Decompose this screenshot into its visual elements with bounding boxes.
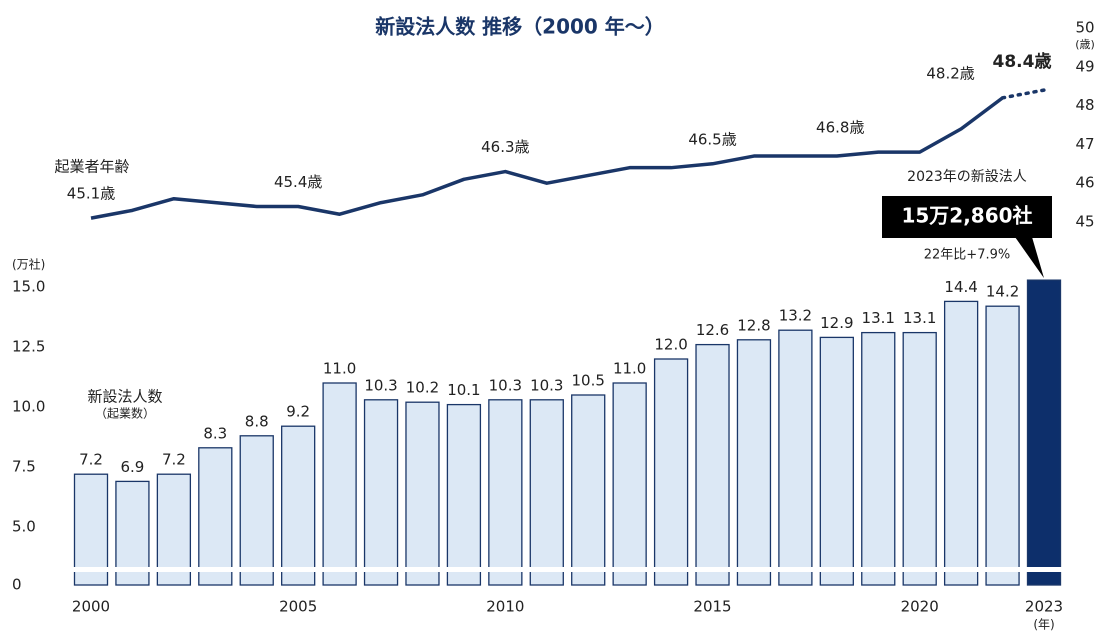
- bar: [861, 331, 896, 586]
- bar-value-label: 10.2: [406, 379, 439, 397]
- bar-value-label: 10.1: [447, 381, 480, 399]
- bar-value-label: 12.6: [696, 321, 729, 339]
- y2-tick-label: 50: [1075, 19, 1094, 37]
- x-tick-label: 2015: [693, 598, 731, 616]
- x-axis-label: (年): [1033, 618, 1054, 632]
- line-dotted: [1000, 88, 1046, 100]
- line-value-label: 46.5歳: [688, 130, 736, 148]
- y-tick-label: 0: [12, 576, 22, 594]
- y2-tick-label: 48: [1075, 96, 1094, 114]
- bar: [156, 473, 192, 586]
- line-value-label: 45.1歳: [67, 185, 115, 203]
- line-series-name: 起業者年齢: [54, 158, 129, 176]
- bar-value-label: 14.2: [986, 283, 1019, 301]
- y-tick-label: 12.5: [12, 338, 45, 356]
- y2-tick-label: 45: [1075, 213, 1094, 231]
- bar-value-label: 7.2: [162, 451, 186, 469]
- bar-value-label: 10.5: [572, 372, 605, 390]
- bar-value-label: 7.2: [79, 451, 103, 469]
- y-tick-label: 5.0: [12, 518, 36, 536]
- bar-value-label: 13.1: [862, 309, 895, 327]
- bar: [239, 435, 274, 586]
- bar: [363, 399, 399, 586]
- axis-break: [72, 567, 1063, 572]
- bar: [653, 358, 689, 586]
- annotation-text: 22年比+7.9%: [924, 248, 1010, 263]
- bar: [612, 382, 647, 586]
- bar: [281, 425, 316, 586]
- line-value-label: 48.4歳: [993, 51, 1052, 72]
- x-tick-label: 2000: [72, 598, 110, 616]
- bar: [73, 473, 109, 586]
- bar-value-label: 13.2: [779, 307, 812, 325]
- bar-value-label: 12.0: [654, 336, 687, 354]
- x-tick-label: 2010: [486, 598, 524, 616]
- bar-value-label: 13.1: [903, 309, 936, 327]
- bar-value-label: 12.8: [737, 316, 770, 334]
- callout-pointer: [1015, 237, 1044, 279]
- bar: [405, 401, 440, 586]
- y-tick-label: 15.0: [12, 278, 45, 296]
- bar-value-label: 11.0: [613, 360, 646, 378]
- bar-value-label: 9.2: [286, 403, 310, 421]
- y-tick-label: 7.5: [12, 458, 36, 476]
- bar-series-name: 新設法人数: [87, 388, 162, 406]
- y2-tick-label: 47: [1075, 135, 1094, 153]
- callout-value: 15万2,860社: [901, 204, 1032, 228]
- bar: [198, 447, 233, 586]
- bar-value-label: 14.4: [944, 278, 977, 296]
- bar: [985, 305, 1020, 586]
- bar: [819, 336, 854, 586]
- line: [90, 96, 1004, 220]
- bar: [322, 382, 357, 586]
- chart-title: 新設法人数 推移（2000 年～）: [375, 15, 665, 39]
- bar: [1026, 279, 1062, 586]
- bar-value-label: 11.0: [323, 360, 356, 378]
- x-tick-label: 2005: [279, 598, 317, 616]
- bar-value-label: 10.3: [530, 376, 563, 394]
- bar-value-label: 8.3: [203, 424, 227, 442]
- bar: [695, 343, 730, 586]
- bar-series-sub: （起業数）: [95, 406, 155, 421]
- line-value-label: 46.3歳: [481, 138, 529, 156]
- line-value-label: 46.8歳: [816, 119, 864, 137]
- x-tick-label: 2020: [901, 598, 939, 616]
- y2-tick-label: 46: [1075, 174, 1094, 192]
- bar: [943, 300, 979, 586]
- bar-value-label: 8.8: [245, 412, 269, 430]
- bar: [446, 403, 482, 586]
- bar: [488, 399, 523, 586]
- bar-value-label: 10.3: [364, 376, 397, 394]
- annotation-title: 2023年の新設法人: [907, 169, 1027, 185]
- line-value-label: 48.2歳: [926, 64, 974, 82]
- y-tick-label: 10.0: [12, 398, 45, 416]
- bar-value-label: 6.9: [121, 458, 145, 476]
- x-tick-label: 2023: [1025, 598, 1063, 616]
- bar-value-label: 10.3: [489, 376, 522, 394]
- y2-tick-label: 49: [1075, 57, 1094, 75]
- bar: [529, 399, 564, 586]
- bar: [736, 339, 772, 586]
- y2-axis-label: (歳): [1075, 38, 1095, 51]
- y-axis-label: (万社): [12, 257, 45, 272]
- bar-value-label: 12.9: [820, 314, 853, 332]
- line-value-label: 45.4歳: [274, 173, 322, 191]
- callout-box: [882, 196, 1052, 238]
- bar: [571, 394, 606, 586]
- bar: [778, 329, 813, 586]
- bar: [902, 331, 937, 586]
